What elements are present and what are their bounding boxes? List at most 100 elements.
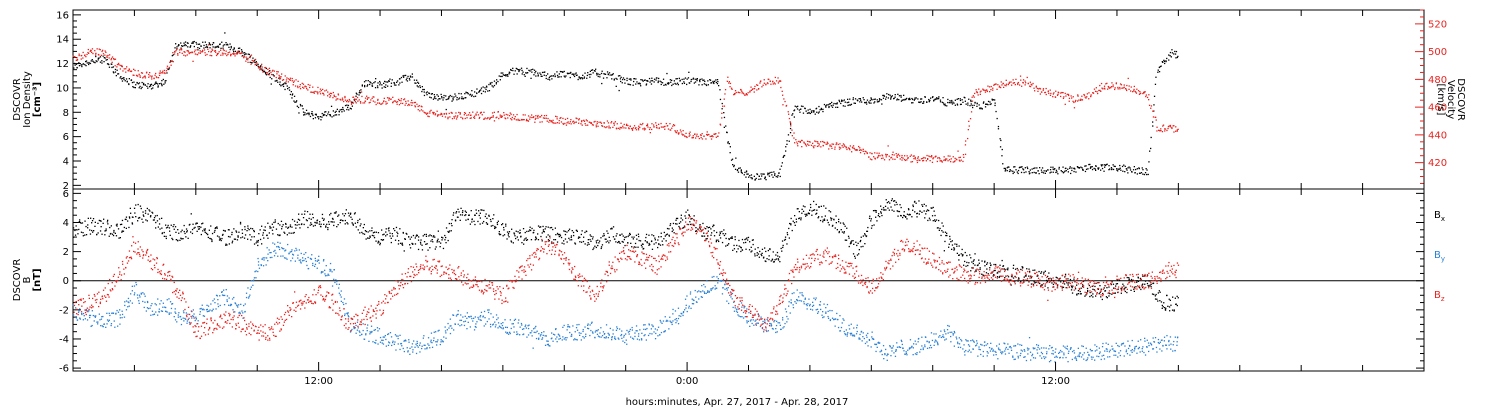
data-point-velocity	[166, 70, 167, 71]
data-point-velocity	[156, 77, 157, 78]
data-point-density	[778, 172, 779, 173]
data-point-velocity	[716, 137, 717, 138]
data-point-density	[738, 168, 739, 169]
data-point-velocity	[430, 110, 431, 111]
data-point-velocity	[896, 153, 897, 154]
data-point-density	[661, 81, 662, 82]
data-point-by	[270, 252, 271, 253]
data-point-bx	[891, 200, 892, 201]
data-point-velocity	[309, 87, 310, 88]
data-point-density	[679, 78, 680, 79]
data-point-velocity	[419, 105, 420, 106]
data-point-bx	[603, 233, 604, 234]
data-point-bx	[880, 211, 881, 212]
data-point-bx	[823, 205, 824, 206]
data-point-density	[412, 76, 413, 77]
data-point-velocity	[917, 158, 918, 159]
data-point-density	[522, 73, 523, 74]
data-point-bx	[332, 218, 333, 219]
data-point-bx	[745, 242, 746, 243]
data-point-by	[232, 298, 233, 299]
data-point-velocity	[1109, 88, 1110, 89]
data-point-velocity	[815, 141, 816, 142]
data-point-bx	[579, 237, 580, 238]
data-point-velocity	[597, 126, 598, 127]
data-point-bx	[608, 242, 609, 243]
data-point-velocity	[351, 104, 352, 105]
data-point-bx	[615, 241, 616, 242]
data-point-bx	[453, 215, 454, 216]
data-point-density	[364, 81, 365, 82]
data-point-velocity	[453, 116, 454, 117]
data-point-bx	[563, 243, 564, 244]
data-point-bx	[199, 226, 200, 227]
data-point-velocity	[1166, 130, 1167, 131]
data-point-bx	[912, 205, 913, 206]
data-point-bx	[681, 218, 682, 219]
data-point-velocity	[724, 99, 725, 100]
data-point-velocity	[650, 127, 651, 128]
data-point-bx	[445, 237, 446, 238]
data-point-density	[356, 94, 357, 95]
data-point-bx	[924, 217, 925, 218]
data-point-density	[674, 80, 675, 81]
data-point-density	[870, 103, 871, 104]
data-point-by	[118, 312, 119, 313]
data-point-density	[1175, 57, 1176, 58]
data-point-bx	[237, 239, 238, 240]
data-point-bx	[250, 239, 251, 240]
data-point-velocity	[670, 129, 671, 130]
data-point-density	[1123, 165, 1124, 166]
data-point-velocity	[1124, 84, 1125, 85]
data-point-velocity	[1173, 125, 1174, 126]
data-point-velocity	[525, 114, 526, 115]
data-point-bx	[530, 227, 531, 228]
data-point-by	[109, 320, 110, 321]
data-point-density	[1107, 164, 1108, 165]
data-point-density	[828, 104, 829, 105]
data-point-velocity	[145, 76, 146, 77]
data-point-by	[165, 307, 166, 308]
data-point-bx	[79, 221, 80, 222]
data-point-velocity	[154, 75, 155, 76]
data-point-bx	[333, 225, 334, 226]
data-point-velocity	[151, 75, 152, 76]
data-point-density	[266, 74, 267, 75]
data-point-bx	[169, 231, 170, 232]
data-point-bx	[922, 206, 923, 207]
data-point-velocity	[576, 118, 577, 119]
data-point-velocity	[656, 127, 657, 128]
data-point-bx	[651, 234, 652, 235]
data-point-density	[729, 143, 730, 144]
data-point-bx	[1031, 283, 1032, 284]
data-point-bx	[716, 232, 717, 233]
data-point-velocity	[1086, 96, 1087, 97]
data-point-velocity	[179, 49, 180, 50]
data-point-bx	[803, 211, 804, 212]
data-point-bx	[309, 218, 310, 219]
data-point-by	[95, 317, 96, 318]
data-point-bx	[748, 237, 749, 238]
data-point-density	[673, 84, 674, 85]
data-point-bx	[542, 240, 543, 241]
data-point-velocity	[465, 113, 466, 114]
data-point-bx	[1060, 281, 1061, 282]
data-point-bx	[901, 207, 902, 208]
data-point-velocity	[622, 126, 623, 127]
data-point-velocity	[458, 112, 459, 113]
data-point-density	[448, 98, 449, 99]
data-point-bx	[974, 265, 975, 266]
data-point-velocity	[224, 50, 225, 51]
data-point-density	[341, 109, 342, 110]
data-point-bx	[848, 238, 849, 239]
data-point-density	[289, 87, 290, 88]
field-tick-label: -2	[59, 305, 69, 316]
field-tick-label: 2	[63, 247, 69, 258]
data-point-bx	[385, 235, 386, 236]
data-point-by	[159, 303, 160, 304]
data-point-velocity	[839, 143, 840, 144]
data-point-density	[304, 112, 305, 113]
data-point-velocity	[664, 129, 665, 130]
data-point-bx	[247, 228, 248, 229]
data-point-bx	[553, 239, 554, 240]
